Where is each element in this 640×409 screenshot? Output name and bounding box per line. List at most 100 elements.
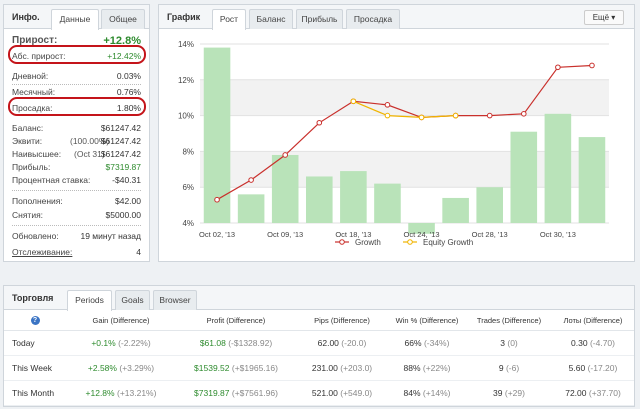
divider [12,84,141,85]
equity-point [452,112,459,119]
lots-cell: 5.60 (-17.20) [552,355,634,381]
info-icon[interactable]: ? [30,316,40,326]
tab-balance[interactable]: Баланс [249,9,293,29]
tab-profit[interactable]: Прибыль [296,9,343,29]
period-label: Today [4,330,66,356]
legend-label: Equity Growth [423,238,473,247]
y-tick-label: 10% [178,112,194,121]
bar [578,137,606,223]
periods-table: ? Gain (Difference) Profit (Difference) … [4,311,634,406]
equity-row: Эквити: (100.00%) $61247.42 [12,136,141,148]
drawdown-label: Просадка: [12,103,53,113]
table-header-row: ? Gain (Difference) Profit (Difference) … [4,311,634,331]
trades-value: 39 [493,387,503,398]
win-cell: 66% (-34%) [388,330,466,356]
win-difference: (-34%) [423,337,450,348]
profit-value: $7319.87 [105,162,141,172]
lots-value: 72.00 [565,387,587,398]
trades-value: 3 [500,337,505,348]
bar [203,47,231,223]
trading-tabbar: Торговля Periods Goals Browser [4,286,634,311]
gain-label: Прирост: [12,35,58,46]
win-value: 84% [403,387,421,398]
x-tick-label: Oct 09, '13 [267,230,303,239]
gain-value: +0.1% [91,337,116,348]
growth-point [316,119,323,126]
y-tick-label: 4% [182,219,194,228]
tab-goals[interactable]: Goals [115,290,150,310]
tracking-link[interactable]: Отслеживание: [12,247,73,257]
growth-point [282,152,289,158]
equity-label: Эквити: [12,136,43,146]
period-label: This Month [4,380,66,406]
profit-value: $7319.87 [194,387,230,398]
chevron-down-icon: ▾ [611,13,616,22]
x-tick-label: Oct 28, '13 [472,230,508,239]
withdrawals-label: Снятия: [12,210,44,220]
trades-value: 9 [498,362,504,373]
tab-growth[interactable]: Рост [212,9,246,30]
win-difference: (+22%) [422,362,451,373]
pips-value: 231.00 [311,362,338,373]
bar [544,113,572,223]
info-header-cell: ? [4,311,66,331]
abs-gain-row: Абс. прирост: +12.42% [12,51,141,63]
highest-row: Наивысшее: (Oct 31) $61247.42 [12,149,141,161]
pips-cell: 231.00 (+203.0) [296,355,388,381]
chart-panel: График Рост Баланс Прибыль Просадка Ещё … [158,4,635,262]
lots-difference: (-17.20) [587,362,618,373]
deposits-label: Пополнения: [12,196,63,206]
legend-label: Growth [355,238,381,247]
tab-periods[interactable]: Periods [67,290,112,311]
gain-cell: +2.58% (+3.29%) [66,355,176,381]
equity-point [350,98,357,105]
y-tick-label: 8% [182,147,194,156]
growth-point [555,64,561,71]
divider [12,225,141,226]
x-tick-label: Oct 30, '13 [540,230,576,239]
trades-cell: 39 (+29) [466,380,552,406]
more-label: Ещё [592,13,610,22]
growth-chart: 4% 6% 8% 10% 12% 14% Oct 02, '13 Oct 09, '13 Oct… [178,40,609,247]
gain-difference: (+3.29%) [119,362,155,373]
tab-browser[interactable]: Browser [153,290,197,310]
gain-cell: +12.8% (+13.21%) [66,380,176,406]
lots-value: 5.60 [568,362,586,373]
info-title: Инфо. [12,12,40,22]
tab-general[interactable]: Общее [101,9,145,29]
drawdown-value: 1.80% [116,103,141,113]
bar [408,223,435,234]
drawdown-row: Просадка: 1.80% [12,103,141,115]
chart-tabbar: График Рост Баланс Прибыль Просадка Ещё … [159,5,634,30]
tab-drawdown[interactable]: Просадка [346,9,400,29]
win-cell: 88% (+22%) [388,355,466,381]
header-win: Win % (Difference) [388,311,466,331]
monthly-label: Месячный: [12,87,56,97]
withdrawals-row: Снятия: $5000.00 [12,210,141,222]
x-tick-label: Oct 24, '13 [404,230,440,239]
bar [305,176,333,223]
grid-band [200,79,609,116]
profit-value: $1539.52 [194,362,230,373]
highest-date: (Oct 31) [74,149,105,159]
header-profit: Profit (Difference) [176,311,296,331]
more-dropdown-button[interactable]: Ещё ▾ [584,10,624,25]
highest-value: $61247.42 [100,149,141,159]
table-row: This Month +12.8% (+13.21%) $7319.87 (+$75… [4,380,634,406]
profit-cell: $61.08 (-$1328.92) [176,330,296,356]
growth-point [520,111,527,117]
balance-label: Баланс: [12,123,44,133]
gain-difference: (+13.21%) [116,387,157,398]
pips-cell: 521.00 (+549.0) [296,380,388,406]
chart-title: График [167,12,201,22]
grid-band [200,151,609,188]
header-lots: Лоты (Difference) [552,311,634,331]
trades-cell: 9 (-6) [466,355,552,381]
tab-data[interactable]: Данные [51,9,99,30]
growth-point [248,177,254,183]
pips-difference: (-20.0) [341,337,367,348]
profit-difference: (+$7561.96) [231,387,278,398]
lots-difference: (-4.70) [589,337,615,348]
monthly-row: Месячный: 0.76% [12,87,141,99]
profit-label: Прибыль: [12,162,51,172]
